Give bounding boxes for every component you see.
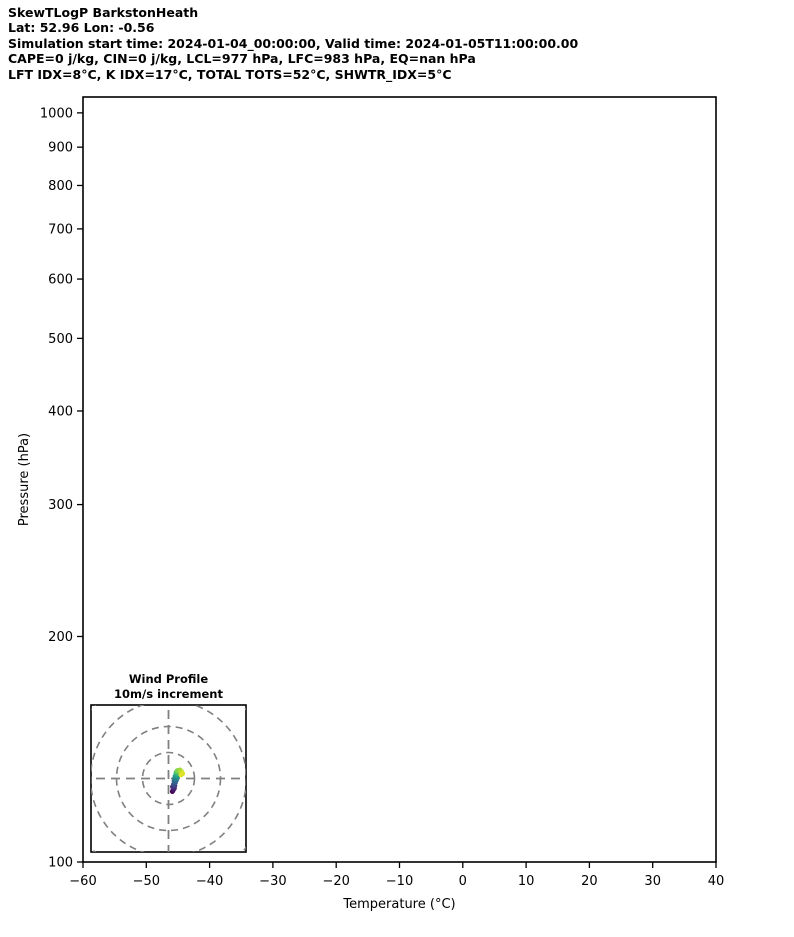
header-line-cape: CAPE=0 j/kg, CIN=0 j/kg, LCL=977 hPa, LF… <box>8 51 476 67</box>
isotherm <box>779 97 794 862</box>
x-tick-label: 10 <box>518 874 535 889</box>
isotherm <box>715 97 716 98</box>
figure-header: SkewTLogP BarkstonHeath Lat: 52.96 Lon: … <box>8 5 578 82</box>
x-tick-label: 30 <box>644 874 661 889</box>
x-tick-label: 20 <box>581 874 598 889</box>
y-tick-label: 900 <box>48 141 73 156</box>
x-tick-label: −60 <box>69 874 96 889</box>
inset-title-line1: Wind Profile <box>129 672 209 686</box>
x-tick-label: −10 <box>386 874 413 889</box>
y-tick-label: 500 <box>48 332 73 347</box>
inset-title-line2: 10m/s increment <box>114 687 223 701</box>
header-line-times: Simulation start time: 2024-01-04_00:00:… <box>8 35 579 51</box>
x-tick-label: 40 <box>708 874 725 889</box>
isotherm <box>83 861 84 862</box>
inset-content <box>91 705 246 852</box>
header-line-title: SkewTLogP BarkstonHeath <box>8 5 199 20</box>
header-line-latlon: Lat: 52.96 Lon: -0.56 <box>8 20 155 36</box>
x-tick-label: 0 <box>459 874 467 889</box>
y-tick-label: 800 <box>48 179 73 194</box>
y-tick-label: 300 <box>48 498 73 513</box>
y-tick-label: 400 <box>48 404 73 419</box>
hodograph-segment <box>178 771 186 778</box>
y-tick-label: 100 <box>48 856 73 871</box>
y-tick-label: 1000 <box>40 106 73 121</box>
y-tick-label: 200 <box>48 630 73 645</box>
x-axis-title: Temperature (°C) <box>342 897 455 912</box>
barb-full <box>688 83 697 94</box>
x-tick-label: −30 <box>259 874 286 889</box>
mixing-ratio-line <box>737 97 794 279</box>
x-tick-label: −20 <box>322 874 349 889</box>
header-line-indices: LFT IDX=8°C, K IDX=17°C, TOTAL TOTS=52°C… <box>8 66 452 82</box>
x-tick-label: −40 <box>196 874 223 889</box>
mixing-ratio-lines <box>737 97 794 279</box>
y-axis-title: Pressure (hPa) <box>17 433 32 526</box>
y-tick-label: 600 <box>48 273 73 288</box>
y-tick-label: 700 <box>48 222 73 237</box>
x-tick-label: −50 <box>133 874 160 889</box>
